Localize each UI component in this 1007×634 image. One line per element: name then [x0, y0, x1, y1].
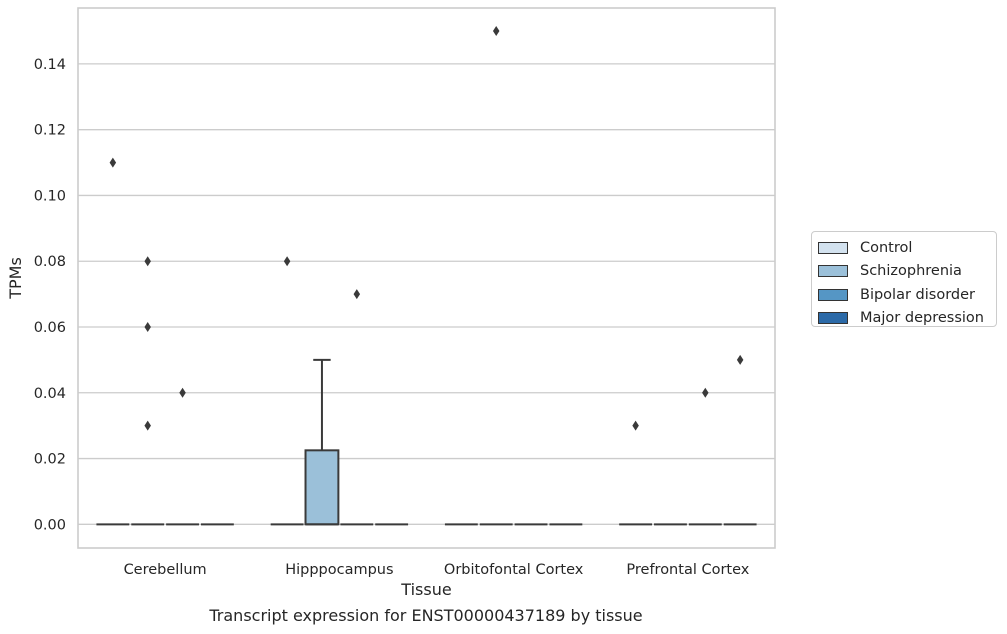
outlier-point	[353, 289, 361, 300]
x-tick-labels: Cerebellum Hipppocampus Orbitofontal Corte…	[124, 562, 750, 578]
outlier-point	[702, 387, 709, 398]
y-tick-label: 0.06	[34, 320, 66, 336]
y-tick-label: 0.02	[34, 452, 66, 468]
legend-swatch	[818, 265, 848, 278]
y-tick-label: 0.14	[34, 57, 66, 73]
outlier-point	[109, 157, 117, 168]
x-tick-label: Orbitofontal Cortex	[444, 562, 584, 578]
y-tick-label: 0.08	[34, 254, 66, 270]
box	[304, 449, 340, 526]
legend-item-schizophrenia: Schizophrenia	[818, 260, 996, 284]
chart-caption: Transcript expression for ENST0000043718…	[209, 606, 643, 625]
legend-swatch	[818, 288, 848, 301]
y-tick-label: 0.00	[34, 517, 66, 533]
y-tick-labels: 0.00 0.02 0.04 0.06 0.08 0.10 0.12 0.14	[34, 57, 66, 533]
boxes	[96, 358, 757, 526]
outlier-point	[144, 322, 151, 333]
legend-item-control: Control	[818, 236, 996, 260]
outlier-point	[144, 420, 151, 431]
legend-swatch	[818, 241, 848, 254]
x-tick-label: Cerebellum	[124, 562, 207, 578]
legend-label: Major depression	[860, 310, 984, 327]
x-axis-label: Tissue	[400, 580, 451, 599]
y-tick-label: 0.04	[34, 386, 66, 402]
legend-item-major-depression: Major depression	[818, 307, 996, 331]
y-axis-label: TPMs	[6, 257, 25, 300]
y-tick-label: 0.10	[34, 188, 66, 204]
plot-area-frame	[77, 7, 776, 549]
outlier-point	[492, 26, 500, 37]
legend: Control Schizophrenia Bipolar disorder M…	[811, 231, 997, 327]
legend-label: Schizophrenia	[860, 263, 962, 280]
outlier-point	[144, 256, 151, 267]
legend-item-bipolar-disorder: Bipolar disorder	[818, 283, 996, 307]
x-tick-label: Hipppocampus	[285, 562, 393, 578]
outliers	[109, 26, 744, 431]
outlier-point	[283, 256, 291, 267]
outlier-point	[736, 354, 744, 365]
outlier-point	[179, 387, 186, 398]
legend-swatch	[818, 312, 848, 325]
legend-label: Control	[860, 239, 913, 256]
outlier-point	[632, 420, 639, 431]
legend-label: Bipolar disorder	[860, 286, 975, 303]
x-tick-label: Prefrontal Cortex	[626, 562, 749, 578]
gridlines	[78, 63, 775, 525]
y-tick-label: 0.12	[34, 123, 66, 139]
